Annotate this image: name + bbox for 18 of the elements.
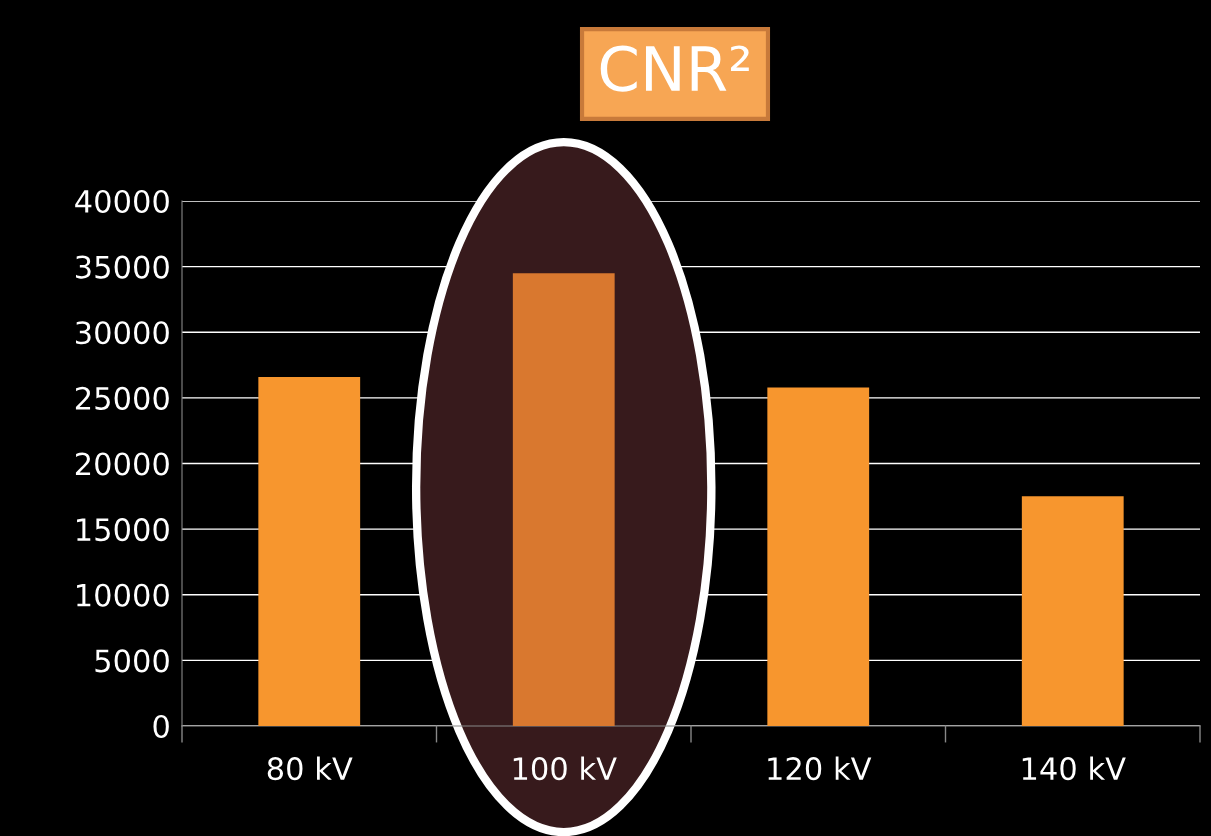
bar — [258, 376, 361, 726]
bar — [1021, 496, 1124, 726]
x-tick-label: 80 kV — [267, 756, 353, 781]
x-tick-label: 140 kV — [1022, 756, 1126, 781]
chart-title: CNR² — [600, 45, 749, 92]
bar — [512, 273, 615, 726]
y-tick-label: 35000 — [76, 255, 169, 279]
y-tick-label: 20000 — [75, 452, 169, 476]
bar — [767, 387, 870, 726]
y-tick-label: 0 — [153, 714, 169, 739]
y-tick-label: 30000 — [76, 321, 169, 345]
x-tick-label: 100 kV — [513, 756, 617, 781]
y-tick-label: 5000 — [95, 649, 169, 673]
y-tick-label: 10000 — [77, 583, 169, 607]
y-tick-label: 15000 — [77, 518, 169, 542]
x-tick-label: 120 kV — [768, 756, 872, 781]
y-tick-label: 40000 — [75, 189, 169, 214]
y-tick-label: 25000 — [75, 386, 169, 410]
